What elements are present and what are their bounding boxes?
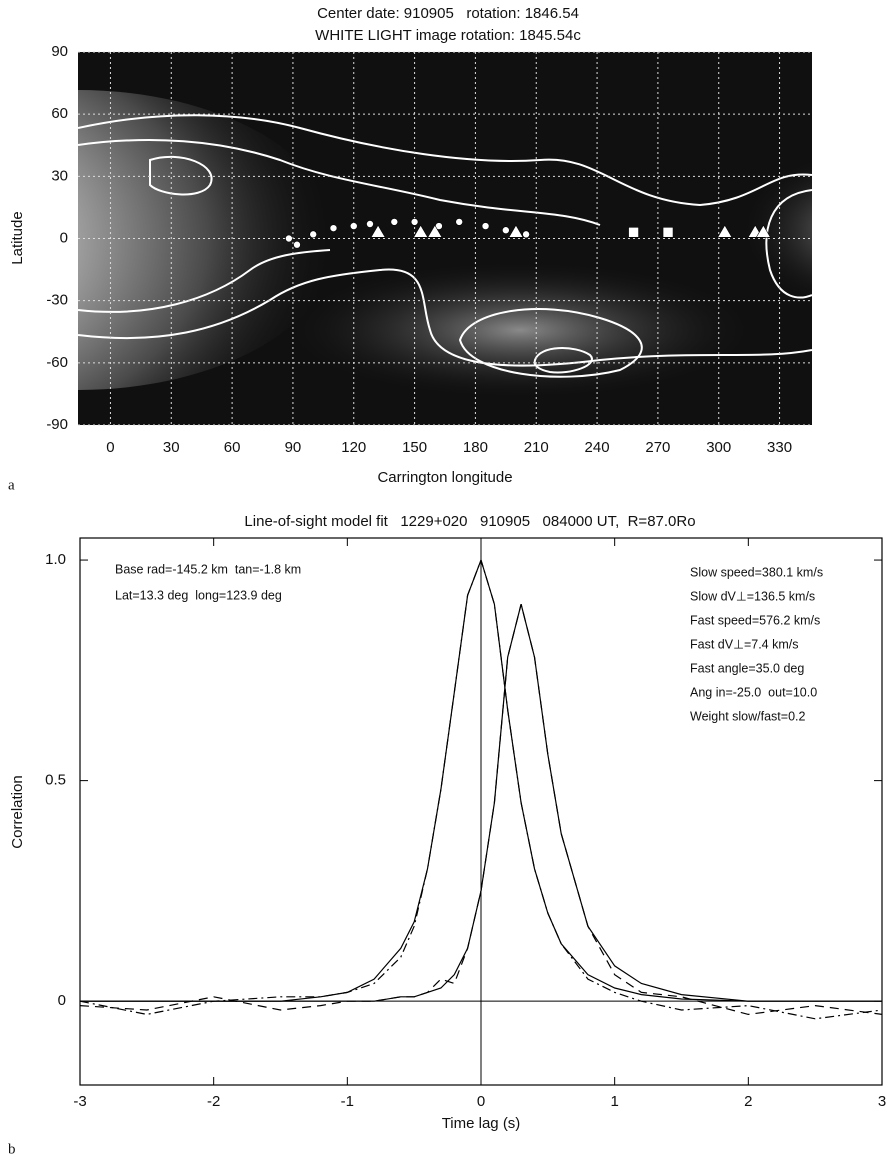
- y-tick-label: 1.0: [45, 551, 66, 568]
- circle-marker: [366, 220, 374, 228]
- y-axis-label: Correlation: [9, 775, 26, 848]
- y-tick-label: 30: [51, 167, 68, 184]
- annotation: Base rad=-145.2 km tan=-1.8 km: [115, 562, 301, 576]
- contour: [78, 268, 812, 367]
- square-marker: [628, 226, 639, 238]
- annotation: Fast speed=576.2 km/s: [690, 613, 820, 627]
- map-image: [78, 90, 812, 400]
- grid: [78, 51, 812, 426]
- x-tick-label: 120: [341, 439, 366, 456]
- y-tick-label: 60: [51, 105, 68, 122]
- contour: [78, 114, 812, 207]
- y-axis-label: Latitude: [9, 211, 26, 264]
- annotation: Lat=13.3 deg long=123.9 deg: [115, 588, 282, 602]
- circle-marker: [455, 218, 463, 226]
- circle-marker: [390, 218, 399, 226]
- square-marker: [662, 226, 674, 238]
- x-tick-label: -3: [73, 1093, 86, 1110]
- x-tick-label: 90: [285, 439, 302, 456]
- annotation: Ang in=-25.0 out=10.0: [690, 685, 817, 699]
- y-tick-label: 0: [60, 229, 68, 246]
- y-tick-label: -60: [46, 354, 68, 371]
- x-tick-label: 240: [585, 439, 610, 456]
- annotation: Fast angle=35.0 deg: [690, 661, 804, 675]
- panel-label: a: [8, 477, 15, 493]
- contour: [533, 347, 593, 374]
- y-tick-label: 90: [51, 43, 68, 60]
- y-tick-label: 0: [58, 992, 66, 1009]
- x-tick-label: 0: [477, 1093, 485, 1110]
- contour: [149, 155, 213, 196]
- circle-marker: [502, 226, 510, 235]
- annotation: Weight slow/fast=0.2: [690, 709, 806, 723]
- triangle-marker: [717, 224, 733, 238]
- series-line: [79, 604, 883, 1016]
- x-tick-label: 150: [402, 439, 427, 456]
- circle-marker: [481, 222, 490, 230]
- triangle-marker: [508, 224, 524, 238]
- chart-title: Line-of-sight model fit 1229+020 910905 …: [244, 513, 695, 530]
- bright-region: [280, 260, 760, 400]
- contour: [765, 189, 812, 299]
- triangle-marker: [755, 224, 771, 238]
- triangle-marker: [427, 224, 443, 238]
- x-tick-label: 60: [224, 439, 241, 456]
- panel-a: Center date: 910905 rotation: 1846.54 WH…: [8, 5, 812, 493]
- circle-marker: [522, 230, 530, 239]
- circle-marker: [293, 240, 301, 249]
- x-tick-label: -2: [207, 1093, 220, 1110]
- x-tick-label: 0: [106, 439, 114, 456]
- y-tick-label: -90: [46, 416, 68, 433]
- bright-region: [78, 90, 338, 390]
- chart-title: Center date: 910905 rotation: 1846.54: [317, 5, 579, 22]
- bright-region: [740, 156, 812, 304]
- x-tick-label: 30: [163, 439, 180, 456]
- contour: [78, 139, 601, 226]
- annotation: Slow speed=380.1 km/s: [690, 565, 823, 579]
- panel-b: Line-of-sight model fit 1229+020 910905 …: [8, 513, 886, 1157]
- circle-marker: [349, 222, 358, 230]
- contours: [78, 114, 812, 378]
- x-tick-label: 3: [878, 1093, 886, 1110]
- circle-marker: [309, 230, 318, 239]
- circle-marker: [285, 234, 293, 243]
- x-tick-label: 270: [645, 439, 670, 456]
- circle-marker: [410, 218, 419, 226]
- circle-marker: [329, 224, 338, 232]
- annotation: Slow dV⊥=136.5 km/s: [690, 589, 815, 603]
- chart-subtitle: WHITE LIGHT image rotation: 1845.54c: [315, 27, 581, 44]
- contour: [78, 249, 331, 313]
- y-tick-label: -30: [46, 292, 68, 309]
- x-tick-label: 300: [706, 439, 731, 456]
- y-tick-label: 0.5: [45, 772, 66, 789]
- x-axis-label: Time lag (s): [442, 1115, 521, 1132]
- x-axis-label: Carrington longitude: [377, 469, 512, 486]
- x-tick-label: 180: [463, 439, 488, 456]
- panel-label: b: [8, 1141, 16, 1157]
- triangle-marker: [370, 224, 386, 238]
- x-tick-label: 330: [767, 439, 792, 456]
- x-tick-label: 1: [610, 1093, 618, 1110]
- annotation: Fast dV⊥=7.4 km/s: [690, 637, 799, 651]
- series-line: [79, 558, 883, 1020]
- contour: [458, 308, 643, 378]
- x-tick-label: 2: [744, 1093, 752, 1110]
- x-tick-label: 210: [524, 439, 549, 456]
- triangle-marker: [413, 224, 429, 238]
- x-tick-label: -1: [341, 1093, 354, 1110]
